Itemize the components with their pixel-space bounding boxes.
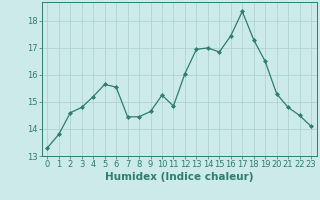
X-axis label: Humidex (Indice chaleur): Humidex (Indice chaleur) [105, 172, 253, 182]
